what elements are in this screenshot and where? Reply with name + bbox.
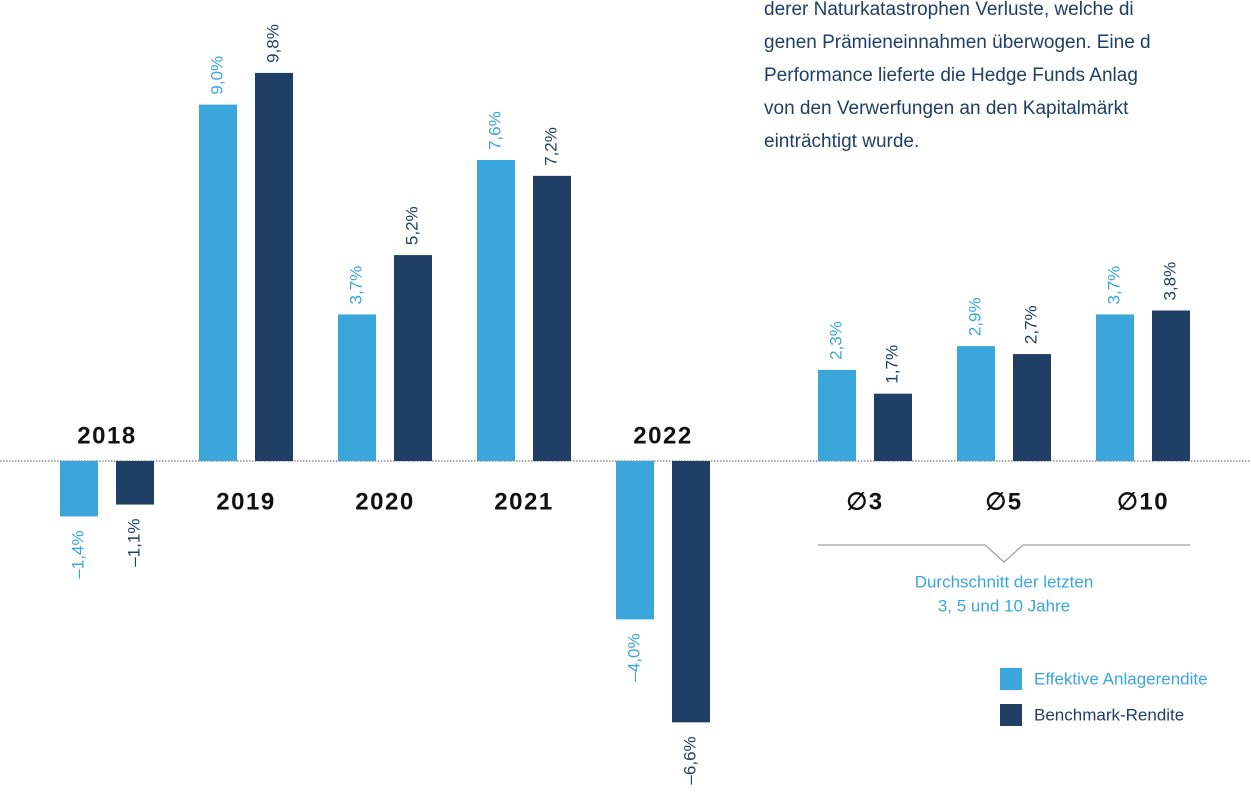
- annotation: Durchschnitt der letzten: [915, 572, 1094, 591]
- paragraph-line: Performance lieferte die Hedge Funds Anl…: [764, 65, 1138, 86]
- bar: [60, 461, 98, 517]
- category-label: ∅10: [1117, 488, 1169, 515]
- legend-label: Benchmark-Rendite: [1034, 705, 1184, 724]
- paragraph-line: genen Prämieneinnahmen überwogen. Eine d: [764, 32, 1151, 53]
- legend-swatch: [1000, 704, 1022, 726]
- legend-swatch: [1000, 668, 1022, 690]
- category-label: 2022: [633, 422, 692, 449]
- bar: [1096, 314, 1134, 461]
- bar: [394, 255, 432, 461]
- category-label: 2020: [355, 488, 414, 515]
- paragraph-line: einträchtigt wurde.: [764, 131, 919, 152]
- paragraph-line: von den Verwerfungen an den Kapitalmärkt: [764, 98, 1129, 119]
- paragraph-line: derer Naturkatastrophen Verluste, welche…: [764, 0, 1134, 20]
- category-label: ∅5: [985, 488, 1022, 515]
- category-label: 2021: [494, 488, 553, 515]
- value-label: 2,3%: [826, 321, 845, 360]
- bar: [874, 393, 912, 461]
- value-label: 3,7%: [1104, 266, 1123, 305]
- value-label: 7,6%: [485, 111, 504, 150]
- value-label: –1,4%: [68, 530, 87, 578]
- value-label: –6,6%: [680, 736, 699, 784]
- bar: [672, 461, 710, 723]
- bar: [338, 314, 376, 461]
- bar: [477, 160, 515, 462]
- bar: [116, 461, 154, 505]
- value-label: 7,2%: [541, 127, 560, 166]
- bar: [616, 461, 654, 620]
- value-label: 9,0%: [207, 56, 226, 95]
- annotation: 3, 5 und 10 Jahre: [938, 596, 1070, 615]
- category-label: ∅3: [846, 488, 883, 515]
- value-label: 3,8%: [1160, 262, 1179, 301]
- value-label: 2,9%: [965, 297, 984, 336]
- bar: [199, 104, 237, 461]
- bar: [533, 175, 571, 461]
- value-label: 5,2%: [402, 206, 421, 245]
- value-label: 9,8%: [263, 24, 282, 63]
- value-label: –1,1%: [124, 519, 143, 567]
- value-label: 1,7%: [882, 345, 901, 384]
- category-label: 2019: [216, 488, 275, 515]
- bar: [957, 346, 995, 461]
- bar: [1013, 354, 1051, 461]
- bar: [818, 369, 856, 461]
- value-label: 2,7%: [1021, 305, 1040, 344]
- category-label: 2018: [77, 422, 136, 449]
- value-label: 3,7%: [346, 266, 365, 305]
- value-label: –4,0%: [624, 633, 643, 681]
- bracket: [818, 544, 1190, 563]
- bar: [1152, 310, 1190, 461]
- bar: [255, 72, 293, 462]
- legend-label: Effektive Anlagerendite: [1034, 669, 1208, 688]
